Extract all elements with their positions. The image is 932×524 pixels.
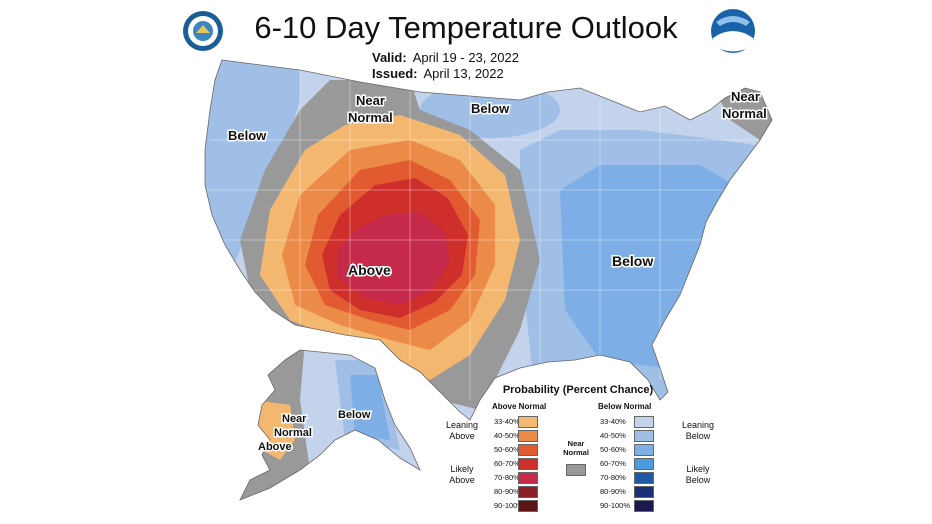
above-swatch-3 [518, 458, 538, 470]
below-swatch-2 [634, 444, 654, 456]
label-near-center-1: Near [356, 93, 385, 108]
above-swatch-1 [518, 430, 538, 442]
below-swatch-5 [634, 486, 654, 498]
above-range-6: 90-100% [494, 501, 525, 510]
legend-leaning-above: Leaning Above [445, 420, 479, 441]
legend-below-header: Below Normal [598, 402, 652, 411]
label-ak-above: Above [258, 441, 292, 453]
issued-label: Issued: [372, 66, 418, 81]
above-swatch-0 [518, 416, 538, 428]
legend-near-normal-swatch [566, 464, 586, 476]
above-swatch-5 [518, 486, 538, 498]
below-swatch-6 [634, 500, 654, 512]
above-range-5: 80-90% [494, 487, 520, 496]
conus-outline [204, 59, 773, 421]
valid-label: Valid: [372, 50, 407, 65]
below-range-6: 90-100% [600, 501, 631, 510]
below-range-2: 50-60% [600, 445, 626, 454]
label-below-north: Below [471, 101, 510, 116]
below-range-1: 40-50% [600, 431, 626, 440]
legend-likely-below: Likely Below [685, 464, 711, 485]
above-range-1: 40-50% [494, 431, 520, 440]
above-swatch-6 [518, 500, 538, 512]
valid-dates: Valid: April 19 - 23, 2022 [372, 50, 519, 65]
label-below-west: Below [228, 128, 267, 143]
legend-likely-above: Likely Above [449, 464, 475, 485]
below-swatch-3 [634, 458, 654, 470]
legend-title: Probability (Percent Chance) [502, 384, 654, 396]
noaa-logo [711, 9, 755, 53]
below-range-3: 60-70% [600, 459, 626, 468]
legend-above-header: Above Normal [492, 402, 547, 411]
issued-date: Issued: April 13, 2022 [372, 66, 504, 81]
below-range-4: 70-80% [600, 473, 626, 482]
probability-legend: Probability (Percent Chance) Above Norma… [438, 384, 718, 514]
below-range-5: 80-90% [600, 487, 626, 496]
valid-value: April 19 - 23, 2022 [412, 50, 519, 65]
label-above-center: Above [348, 262, 391, 278]
commerce-seal-logo [183, 11, 223, 51]
label-near-ne-1: Near [731, 89, 760, 104]
below-swatch-4 [634, 472, 654, 484]
below-range-0: 33-40% [600, 417, 626, 426]
issued-value: April 13, 2022 [423, 66, 504, 81]
label-ak-below: Below [338, 409, 371, 421]
alaska-map [240, 350, 420, 500]
above-range-0: 33-40% [494, 417, 520, 426]
below-swatch-1 [634, 430, 654, 442]
above-range-4: 70-80% [494, 473, 520, 482]
above-range-3: 60-70% [494, 459, 520, 468]
above-swatch-4 [518, 472, 538, 484]
below-swatch-0 [634, 416, 654, 428]
legend-near-normal: Near Normal [563, 439, 589, 457]
above-range-2: 50-60% [494, 445, 520, 454]
label-near-center-2: Normal [348, 110, 393, 125]
label-near-ne-2: Normal [722, 106, 767, 121]
map-title: 6-10 Day Temperature Outlook [254, 10, 678, 45]
label-below-east: Below [612, 253, 653, 269]
label-ak-near-2: Normal [274, 427, 312, 439]
above-swatch-2 [518, 444, 538, 456]
legend-leaning-below: Leaning Below [681, 420, 715, 441]
label-ak-near-1: Near [282, 413, 307, 425]
alaska-outline [239, 349, 421, 501]
